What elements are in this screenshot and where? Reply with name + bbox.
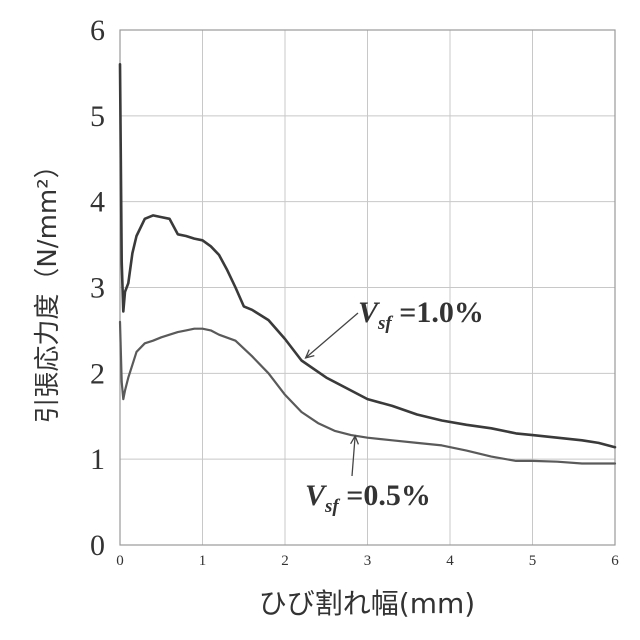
y-tick-label: 3 (90, 272, 105, 305)
x-tick-label: 1 (199, 553, 207, 569)
annotation-label-1: Vsf =1.0% (358, 296, 484, 334)
y-axis-label: 引張応力度（N/mm²） (33, 152, 63, 423)
y-tick-label: 1 (90, 443, 105, 476)
y-axis-ticks: 0 1 2 3 4 5 6 (90, 14, 105, 562)
y-tick-label: 4 (90, 186, 105, 219)
y-tick-label: 2 (90, 357, 105, 390)
x-axis-ticks: 0 1 2 3 4 5 6 (116, 553, 619, 569)
annotation-value: =1.0% (392, 296, 484, 329)
annotation-label-2: Vsf =0.5% (305, 479, 431, 517)
x-tick-label: 3 (364, 553, 372, 569)
annotation-value: =0.5% (339, 479, 431, 512)
x-tick-label: 2 (281, 553, 289, 569)
crack-width-tension-chart: 0 1 2 3 4 5 6 0 1 2 3 4 5 6 Vsf =1.0% Vsf =0.5% ひび割れ幅… (0, 0, 640, 640)
x-tick-label: 4 (446, 553, 454, 569)
x-tick-label: 6 (611, 553, 619, 569)
y-tick-label: 6 (90, 14, 105, 47)
y-tick-label: 5 (90, 100, 105, 133)
x-tick-label: 0 (116, 553, 124, 569)
annotation-leader-2 (352, 436, 355, 476)
x-axis-label: ひび割れ幅(mm) (259, 587, 475, 620)
grid (120, 30, 615, 545)
annotation-leader-1 (306, 313, 358, 358)
y-tick-label: 0 (90, 529, 105, 562)
x-tick-label: 5 (529, 553, 537, 569)
